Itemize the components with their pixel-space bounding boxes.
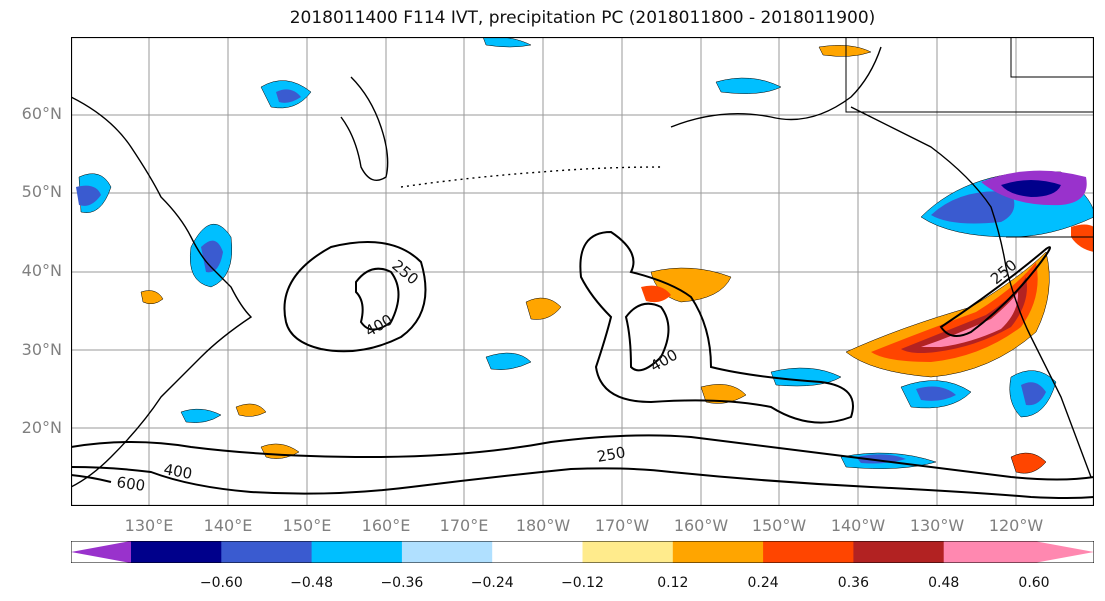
colorbar-tick-label: −0.24 <box>470 575 514 591</box>
colorbar-cell <box>492 541 583 563</box>
map-canvas: 250 400 250 400 250 400 600 <box>71 37 1094 506</box>
contour-label-400-c: 400 <box>162 460 193 483</box>
colorbar-extend-min <box>71 541 131 563</box>
precip-negative-regions <box>76 37 1094 469</box>
lon-label-150e: 150°E <box>282 516 332 535</box>
contour-label-400-a: 400 <box>362 311 396 341</box>
map-panel: 250 400 250 400 250 400 600 <box>71 37 1094 506</box>
colorbar-cell <box>401 541 493 563</box>
ivt-contour-250-west <box>283 241 427 353</box>
lon-label-170w: 170°W <box>594 516 650 535</box>
coast-alaska <box>670 46 882 128</box>
border-canada <box>845 37 1094 113</box>
lat-label-50n: 50°N <box>21 182 62 201</box>
contour-label-250-b: 250 <box>596 443 627 466</box>
colorbar-cell <box>672 541 764 563</box>
coast-asia <box>71 96 253 488</box>
lat-label-40n: 40°N <box>21 261 62 280</box>
precip-region-alaska <box>715 77 782 94</box>
map-title: 2018011400 F114 IVT, precipitation PC (2… <box>289 8 876 28</box>
colorbar-tick-label: −0.60 <box>199 575 243 591</box>
lon-label-140e: 140°E <box>203 516 253 535</box>
coast-kamchatka <box>340 76 389 181</box>
colorbar-tick-label: −0.36 <box>380 575 424 591</box>
lon-label-160e: 160°E <box>361 516 411 535</box>
coast-aleutians <box>400 166 662 188</box>
coastlines <box>71 37 1094 488</box>
colorbar-cell <box>221 541 313 563</box>
colorbar-cell <box>763 541 854 563</box>
map-frame <box>71 37 1094 506</box>
colorbar-cell <box>131 541 222 563</box>
lon-label-180w: 180°W <box>515 516 571 535</box>
colorbar-cells <box>71 541 1094 563</box>
colorbar-tick-label: −0.48 <box>290 575 334 591</box>
gridlines <box>71 37 1094 506</box>
ivt-contour-250-central <box>579 230 854 424</box>
lon-label-160w: 160°W <box>673 516 729 535</box>
lat-label-30n: 30°N <box>21 340 62 359</box>
lon-label-130e: 130°E <box>124 516 174 535</box>
lat-label-60n: 60°N <box>21 104 62 123</box>
lon-label-140w: 140°W <box>830 516 886 535</box>
ivt-contour-400-central <box>624 302 670 372</box>
colorbar-tick-label: 0.36 <box>837 575 869 591</box>
lat-label-20n: 20°N <box>21 418 62 437</box>
colorbar-tick-label: 0.60 <box>1018 575 1050 591</box>
colorbar-cell <box>853 541 945 563</box>
ivt-contour-250-ne <box>939 246 1051 337</box>
lon-label-130w: 130°W <box>909 516 965 535</box>
colorbar-tick-label: 0.48 <box>928 575 960 591</box>
lon-label-120w: 120°W <box>988 516 1044 535</box>
colorbar-cell <box>582 541 674 563</box>
colorbar-tick-label: 0.12 <box>657 575 689 591</box>
coast-na <box>850 106 1092 478</box>
ivt-contour-600-sw <box>71 474 112 483</box>
lon-label-150w: 150°W <box>751 516 807 535</box>
colorbar-tick-label: 0.24 <box>747 575 779 591</box>
lon-label-170e: 170°E <box>439 516 489 535</box>
contour-label-250-a: 250 <box>388 256 422 288</box>
colorbar <box>71 541 1094 563</box>
ivt-contour-250-south <box>71 434 1094 481</box>
ivt-contour-400-south <box>71 466 1094 499</box>
colorbar-cell <box>943 541 1035 563</box>
ivt-contour-400-west <box>355 267 400 331</box>
colorbar-tick-label: −0.12 <box>561 575 604 591</box>
contour-label-600: 600 <box>115 473 146 495</box>
precip-positive-regions <box>140 45 1094 474</box>
colorbar-extend-max <box>1034 541 1094 563</box>
ivt-contours <box>71 230 1094 499</box>
colorbar-cell <box>311 541 403 563</box>
